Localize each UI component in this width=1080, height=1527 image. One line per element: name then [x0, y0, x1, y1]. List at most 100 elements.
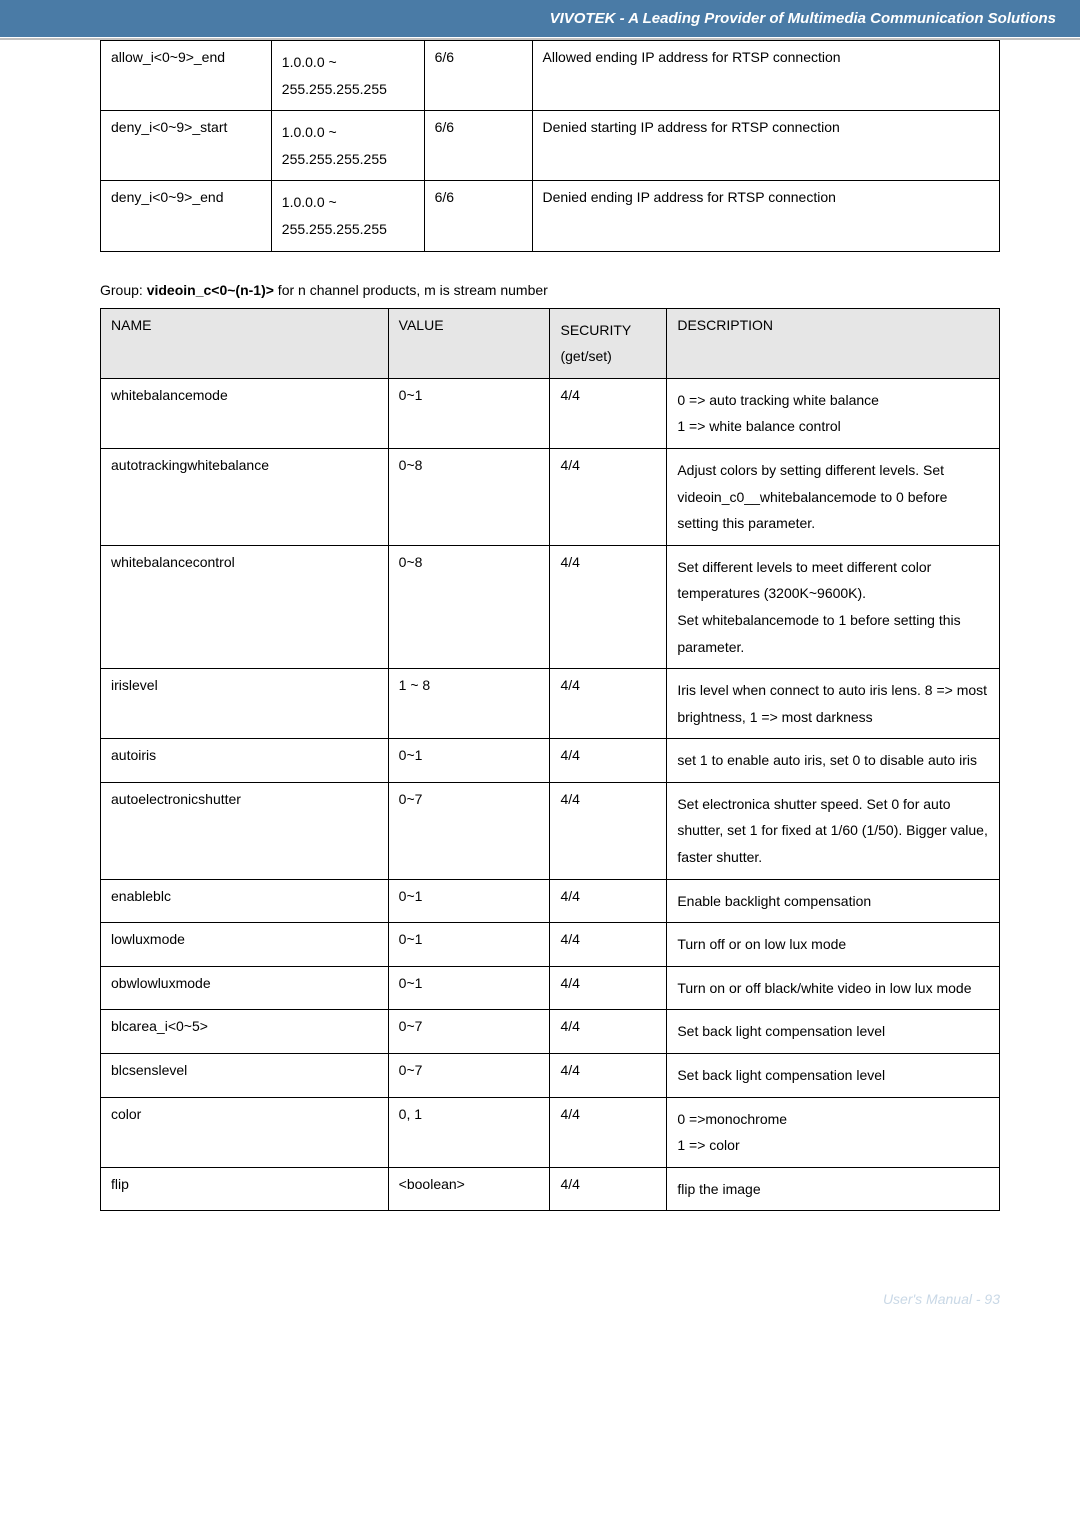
param-name: autotrackingwhitebalance — [101, 448, 389, 545]
param-name: blcarea_i<0~5> — [101, 1010, 389, 1054]
page-footer: User's Manual - 93 — [0, 1281, 1080, 1337]
param-security: 4/4 — [550, 1010, 667, 1054]
table-row: autoiris0~14/4set 1 to enable auto iris,… — [101, 739, 1000, 783]
param-desc: 0 =>monochrome1 => color — [667, 1097, 1000, 1167]
param-security: 6/6 — [424, 111, 532, 181]
param-desc: Allowed ending IP address for RTSP conne… — [532, 41, 1000, 111]
rtsp-ip-table-body: allow_i<0~9>_end1.0.0.0 ~ 255.255.255.25… — [101, 41, 1000, 252]
param-security: 4/4 — [550, 448, 667, 545]
param-name: blcsenslevel — [101, 1054, 389, 1098]
param-security: 6/6 — [424, 41, 532, 111]
param-desc: Iris level when connect to auto iris len… — [667, 669, 1000, 739]
table-row: whitebalancecontrol0~84/4Set different l… — [101, 545, 1000, 668]
footer-text: User's Manual - 93 — [883, 1291, 1000, 1307]
param-desc: Adjust colors by setting different level… — [667, 448, 1000, 545]
table-header-row: NAME VALUE SECURITY (get/set) DESCRIPTIO… — [101, 308, 1000, 378]
group-heading: Group: videoin_c<0~(n-1)> for n channel … — [100, 282, 1000, 298]
param-desc: Denied ending IP address for RTSP connec… — [532, 181, 1000, 251]
table-row: flip<boolean>4/4flip the image — [101, 1167, 1000, 1211]
group-prefix: Group: — [100, 282, 147, 298]
group-name: videoin_c<0~(n-1)> — [147, 282, 274, 298]
param-desc: set 1 to enable auto iris, set 0 to disa… — [667, 739, 1000, 783]
param-value: 0~1 — [388, 378, 550, 448]
param-desc: Set back light compensation level — [667, 1010, 1000, 1054]
videoin-table-head: NAME VALUE SECURITY (get/set) DESCRIPTIO… — [101, 308, 1000, 378]
param-value: <boolean> — [388, 1167, 550, 1211]
param-desc: Set different levels to meet different c… — [667, 545, 1000, 668]
param-name: flip — [101, 1167, 389, 1211]
table-row: blcsenslevel0~74/4Set back light compens… — [101, 1054, 1000, 1098]
param-value: 0~1 — [388, 923, 550, 967]
header-text: VIVOTEK - A Leading Provider of Multimed… — [550, 10, 1056, 27]
col-security: SECURITY (get/set) — [550, 308, 667, 378]
param-name: lowluxmode — [101, 923, 389, 967]
table-row: irislevel1 ~ 84/4Iris level when connect… — [101, 669, 1000, 739]
param-security: 4/4 — [550, 1097, 667, 1167]
table-row: obwlowluxmode0~14/4Turn on or off black/… — [101, 966, 1000, 1010]
param-name: deny_i<0~9>_start — [101, 111, 272, 181]
table-row: deny_i<0~9>_start1.0.0.0 ~ 255.255.255.2… — [101, 111, 1000, 181]
param-name: obwlowluxmode — [101, 966, 389, 1010]
param-security: 6/6 — [424, 181, 532, 251]
param-name: autoiris — [101, 739, 389, 783]
param-value: 1.0.0.0 ~ 255.255.255.255 — [271, 111, 424, 181]
param-value: 0~1 — [388, 966, 550, 1010]
col-name: NAME — [101, 308, 389, 378]
col-description: DESCRIPTION — [667, 308, 1000, 378]
table-row: deny_i<0~9>_end1.0.0.0 ~ 255.255.255.255… — [101, 181, 1000, 251]
param-desc: 0 => auto tracking white balance1 => whi… — [667, 378, 1000, 448]
param-security: 4/4 — [550, 1167, 667, 1211]
table-row: enableblc0~14/4Enable backlight compensa… — [101, 879, 1000, 923]
param-value: 0~7 — [388, 782, 550, 879]
table-row: autotrackingwhitebalance0~84/4Adjust col… — [101, 448, 1000, 545]
content: allow_i<0~9>_end1.0.0.0 ~ 255.255.255.25… — [0, 40, 1080, 1281]
param-name: enableblc — [101, 879, 389, 923]
videoin-table: NAME VALUE SECURITY (get/set) DESCRIPTIO… — [100, 308, 1000, 1212]
param-security: 4/4 — [550, 782, 667, 879]
param-desc: Turn on or off black/white video in low … — [667, 966, 1000, 1010]
param-name: autoelectronicshutter — [101, 782, 389, 879]
param-desc: Turn off or on low lux mode — [667, 923, 1000, 967]
group-suffix: for n channel products, m is stream numb… — [274, 282, 548, 298]
param-value: 0~8 — [388, 545, 550, 668]
param-name: whitebalancecontrol — [101, 545, 389, 668]
param-security: 4/4 — [550, 739, 667, 783]
param-value: 0~1 — [388, 879, 550, 923]
page: VIVOTEK - A Leading Provider of Multimed… — [0, 0, 1080, 1337]
param-name: deny_i<0~9>_end — [101, 181, 272, 251]
param-value: 0~8 — [388, 448, 550, 545]
param-name: allow_i<0~9>_end — [101, 41, 272, 111]
param-name: irislevel — [101, 669, 389, 739]
param-desc: flip the image — [667, 1167, 1000, 1211]
param-value: 0, 1 — [388, 1097, 550, 1167]
param-security: 4/4 — [550, 545, 667, 668]
param-value: 1.0.0.0 ~ 255.255.255.255 — [271, 181, 424, 251]
param-name: color — [101, 1097, 389, 1167]
param-desc: Set electronica shutter speed. Set 0 for… — [667, 782, 1000, 879]
param-value: 1.0.0.0 ~ 255.255.255.255 — [271, 41, 424, 111]
param-security: 4/4 — [550, 879, 667, 923]
param-value: 0~1 — [388, 739, 550, 783]
header-banner: VIVOTEK - A Leading Provider of Multimed… — [0, 0, 1080, 37]
param-value: 0~7 — [388, 1010, 550, 1054]
param-desc: Denied starting IP address for RTSP conn… — [532, 111, 1000, 181]
table-row: autoelectronicshutter0~74/4Set electroni… — [101, 782, 1000, 879]
param-security: 4/4 — [550, 1054, 667, 1098]
table-row: whitebalancemode0~14/40 => auto tracking… — [101, 378, 1000, 448]
param-security: 4/4 — [550, 669, 667, 739]
table-row: color0, 14/40 =>monochrome1 => color — [101, 1097, 1000, 1167]
param-desc: Set back light compensation level — [667, 1054, 1000, 1098]
param-security: 4/4 — [550, 923, 667, 967]
table-row: allow_i<0~9>_end1.0.0.0 ~ 255.255.255.25… — [101, 41, 1000, 111]
rtsp-ip-table: allow_i<0~9>_end1.0.0.0 ~ 255.255.255.25… — [100, 40, 1000, 252]
param-security: 4/4 — [550, 378, 667, 448]
videoin-table-body: whitebalancemode0~14/40 => auto tracking… — [101, 378, 1000, 1211]
param-name: whitebalancemode — [101, 378, 389, 448]
param-desc: Enable backlight compensation — [667, 879, 1000, 923]
param-security: 4/4 — [550, 966, 667, 1010]
param-value: 0~7 — [388, 1054, 550, 1098]
table-row: blcarea_i<0~5>0~74/4Set back light compe… — [101, 1010, 1000, 1054]
col-value: VALUE — [388, 308, 550, 378]
table-row: lowluxmode0~14/4Turn off or on low lux m… — [101, 923, 1000, 967]
param-value: 1 ~ 8 — [388, 669, 550, 739]
